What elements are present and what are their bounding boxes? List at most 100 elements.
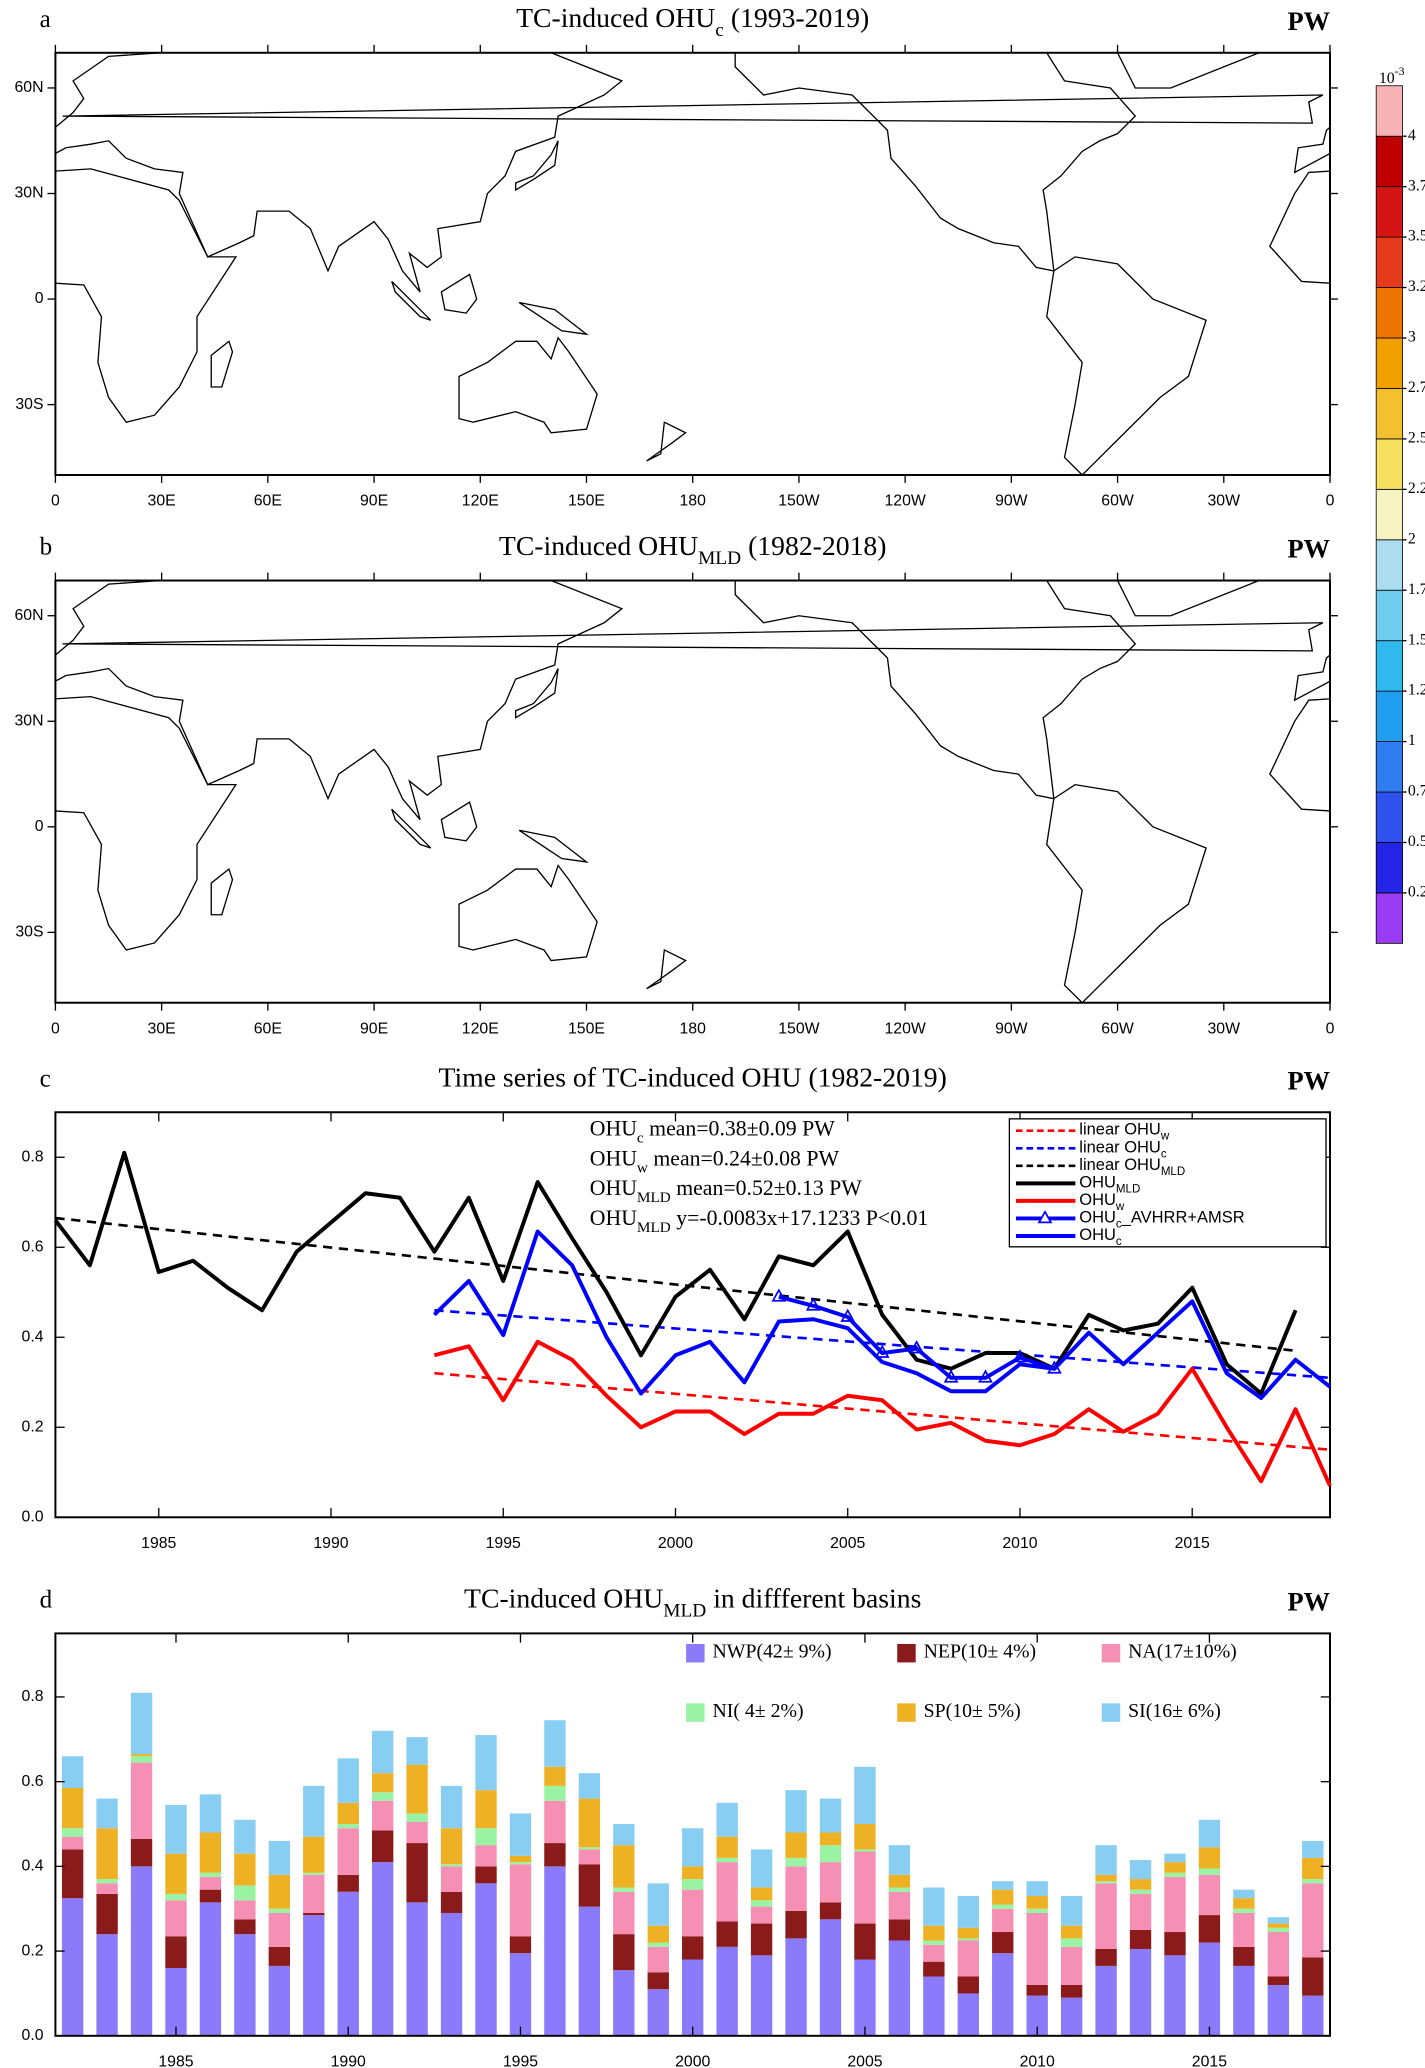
y-tick-label: 0.2	[22, 1942, 44, 1959]
marker	[805, 1297, 821, 1311]
bar-segment	[199, 1876, 222, 1890]
legend-label-part: c	[1116, 1236, 1122, 1248]
legend-label-part: OHU	[1079, 1226, 1116, 1244]
x-tick-label: 1995	[503, 2053, 538, 2068]
y-tick-label: 0.6	[22, 1773, 44, 1790]
bar-segment	[854, 1849, 876, 1852]
bar-segment	[647, 1946, 669, 1973]
x-tick-label: 150E	[568, 493, 605, 510]
bar-segment	[268, 1965, 291, 2036]
annotation-part: mean=0.52±0.13 PW	[671, 1176, 863, 1200]
legend-label: NEP(10± 4%)	[924, 1641, 1037, 1663]
bar-segment	[337, 1891, 359, 2036]
bar-segment	[750, 1923, 773, 1956]
x-tick-label: 120E	[462, 493, 499, 510]
bar-segment	[96, 1828, 118, 1880]
legend-label: linear OHUMLD	[1079, 1156, 1185, 1178]
y-tick-label: 60N	[14, 607, 43, 624]
colorbar-swatch	[1375, 690, 1403, 742]
bar-segment	[130, 1838, 153, 1867]
bar-segment	[440, 1866, 463, 1892]
coastline	[55, 695, 238, 951]
bar-segment	[61, 1788, 84, 1829]
bar-segment	[923, 1961, 945, 1977]
bar-segment	[96, 1883, 118, 1894]
colorbar-exponent: 10-3	[1379, 64, 1405, 87]
bar-segment	[1302, 1857, 1324, 1880]
bar-segment	[1198, 1874, 1221, 1916]
coastline	[646, 948, 687, 990]
bar-segment	[785, 1857, 807, 1867]
legend-marker	[1037, 1210, 1053, 1224]
bar-segment	[199, 1889, 222, 1903]
bar-segment	[992, 1889, 1014, 1905]
bar-segment	[1060, 1938, 1083, 1947]
bar-segment	[234, 1900, 256, 1920]
bar-segment	[1095, 1845, 1117, 1875]
trend-line	[55, 1216, 1296, 1353]
coastline	[391, 280, 432, 321]
legend-label-part: MLD	[1161, 1166, 1185, 1178]
bar-segment	[303, 1915, 325, 2036]
legend-label-part: _AVHRR+AMSR	[1121, 1209, 1245, 1227]
coastline	[514, 140, 559, 192]
y-tick-label: 30N	[14, 712, 43, 729]
y-tick-label: 0.2	[22, 1418, 44, 1435]
bar-segment	[888, 1940, 911, 2036]
colorbar-swatch	[1375, 438, 1403, 490]
x-tick-label: 150W	[778, 493, 819, 510]
bar-segment	[888, 1887, 911, 1892]
coastline	[62, 94, 1324, 124]
bar-segment	[785, 1938, 807, 2036]
annotation-part: y=-0.0083x+17.1233 P<0.01	[671, 1206, 929, 1230]
bar-segment	[337, 1824, 359, 1829]
bar-segment	[854, 1824, 876, 1850]
x-tick-label: 2010	[1020, 2053, 1055, 2068]
colorbar-swatch	[1375, 539, 1403, 591]
bar-segment	[1129, 1929, 1152, 1949]
chart-title-part: MLD	[663, 1601, 706, 1622]
bar-segment	[1129, 1879, 1152, 1890]
legend-label: linear OHUw	[1079, 1121, 1170, 1143]
marker	[1012, 1349, 1028, 1363]
trend-line	[434, 1308, 1331, 1380]
x-tick-label: 2015	[1192, 2053, 1227, 2068]
bar-segment	[165, 1804, 187, 1854]
colorbar-swatch	[1375, 287, 1403, 339]
x-tick-label: 0	[51, 493, 60, 510]
bar-segment	[544, 1766, 566, 1786]
bar-segment	[992, 1881, 1014, 1890]
chart-title-part: in diffferent basins	[706, 1583, 921, 1614]
bar-segment	[1267, 1976, 1290, 1985]
annotation: OHUc mean=0.38±0.09 PW	[590, 1117, 835, 1147]
bar-segment	[509, 1953, 532, 2036]
bar-segment	[957, 1927, 979, 1939]
unit-label: PW	[1287, 1586, 1330, 1616]
bar-segment	[992, 1908, 1014, 1933]
coastline	[458, 864, 598, 962]
coastline	[55, 168, 238, 423]
legend-label: NWP(42± 9%)	[713, 1641, 832, 1663]
bar-segment	[1060, 1946, 1083, 1985]
coastline	[458, 336, 598, 434]
colorbar-label: 0.25	[1408, 884, 1425, 901]
x-tick-label: 1990	[313, 1535, 348, 1552]
bar-segment	[130, 1754, 153, 1757]
marker	[771, 1288, 787, 1302]
marker	[978, 1369, 993, 1383]
x-tick-label: 1995	[486, 1535, 521, 1552]
coastline	[518, 829, 589, 863]
y-tick-label: 0.8	[22, 1688, 44, 1705]
bar-segment	[371, 1830, 394, 1863]
coastline	[210, 340, 234, 388]
bar-segment	[234, 1934, 256, 2036]
bar-segment	[957, 1896, 979, 1928]
bar-segment	[819, 1919, 842, 2036]
bar-segment	[578, 1849, 601, 1865]
bar-segment	[578, 1847, 601, 1850]
bar-segment	[130, 1692, 153, 1755]
bar-segment	[1267, 1932, 1290, 1977]
bar-segment	[130, 1756, 153, 1763]
bar-segment	[1233, 1912, 1255, 1947]
